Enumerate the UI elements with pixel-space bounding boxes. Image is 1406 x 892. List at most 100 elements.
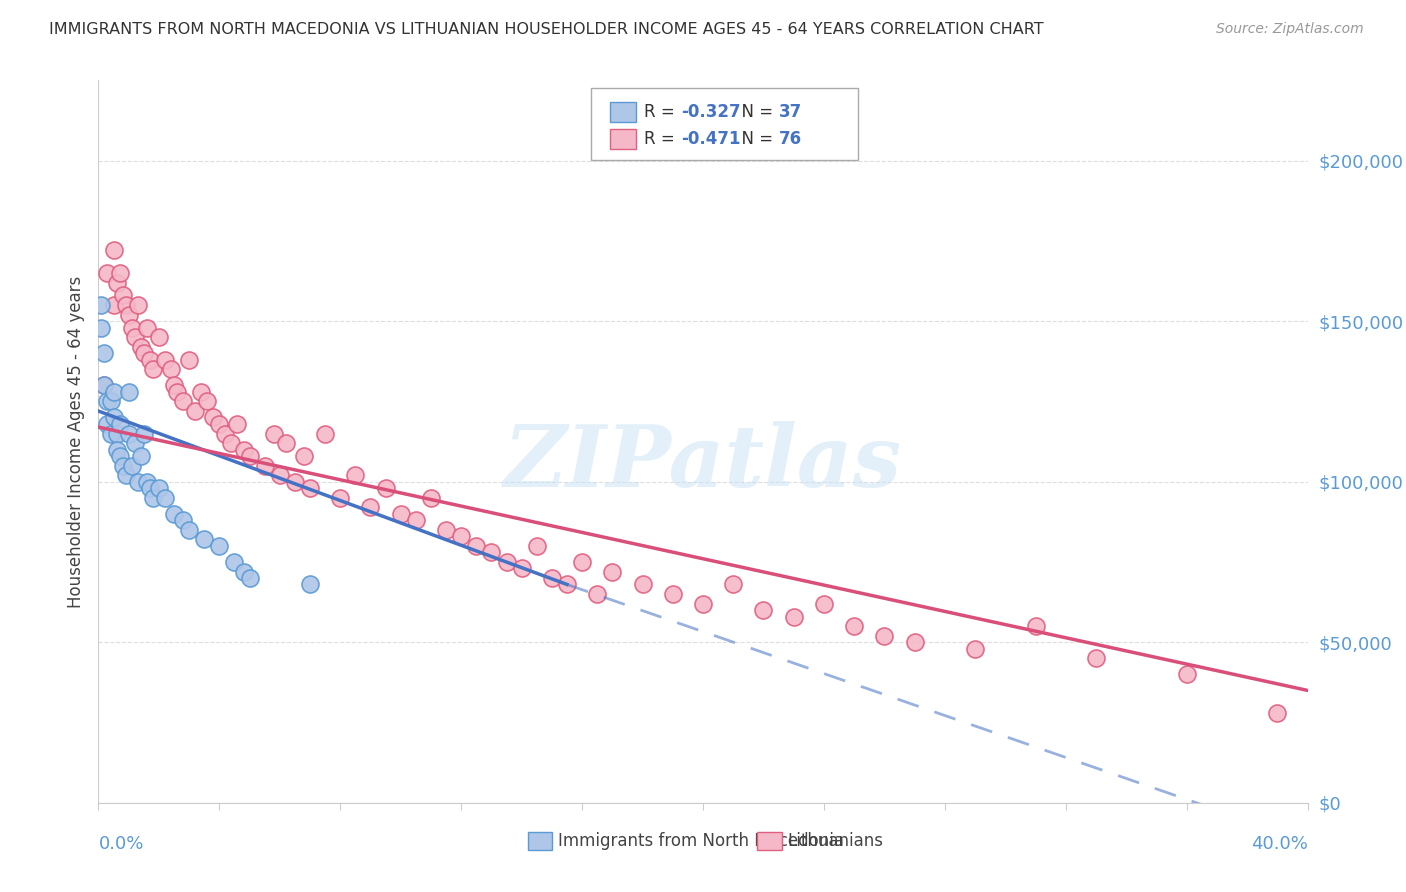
Point [118, 384, 141, 399]
Point [124, 436, 146, 450]
Point [139, 352, 162, 367]
Point [405, 513, 427, 527]
Point [108, 417, 131, 431]
Point [465, 539, 488, 553]
Point [1267, 706, 1289, 720]
Point [263, 426, 285, 441]
Text: -0.471: -0.471 [682, 130, 741, 148]
Bar [610, 129, 637, 150]
Point [96, 394, 118, 409]
Point [904, 635, 927, 649]
Point [586, 587, 609, 601]
Bar [527, 831, 553, 850]
Point [208, 539, 231, 553]
Point [103, 384, 125, 399]
Point [132, 346, 155, 360]
Point [1085, 651, 1108, 665]
Point [96, 417, 118, 431]
Point [121, 320, 143, 334]
Point [103, 298, 125, 312]
Point [172, 513, 194, 527]
Point [540, 571, 562, 585]
Point [93, 378, 115, 392]
Point [844, 619, 866, 633]
Point [226, 417, 249, 431]
Point [114, 468, 136, 483]
Text: 37: 37 [779, 103, 803, 120]
Text: R =: R = [644, 103, 679, 120]
Point [111, 288, 134, 302]
Point [132, 426, 155, 441]
FancyBboxPatch shape [591, 87, 858, 161]
Point [166, 384, 188, 399]
Point [631, 577, 654, 591]
Point [93, 378, 115, 392]
Point [344, 468, 367, 483]
Point [90, 298, 112, 312]
Point [142, 362, 165, 376]
Point [100, 394, 122, 409]
Point [239, 449, 262, 463]
Point [96, 266, 118, 280]
Point [450, 529, 472, 543]
Point [221, 436, 243, 450]
Point [163, 507, 186, 521]
Text: Source: ZipAtlas.com: Source: ZipAtlas.com [1216, 22, 1364, 37]
Point [179, 523, 201, 537]
Point [172, 394, 194, 409]
Point [208, 417, 231, 431]
Point [571, 555, 593, 569]
Point [232, 565, 254, 579]
Point [1024, 619, 1046, 633]
Point [239, 571, 262, 585]
Point [193, 533, 215, 547]
Point [202, 410, 225, 425]
Point [105, 426, 128, 441]
Point [389, 507, 412, 521]
Point [124, 330, 146, 344]
Point [135, 475, 157, 489]
Point [214, 426, 236, 441]
Point [299, 481, 322, 495]
Point [292, 449, 315, 463]
Point [103, 244, 125, 258]
Point [224, 555, 246, 569]
Text: -0.327: -0.327 [682, 103, 741, 120]
Point [93, 346, 115, 360]
Point [114, 298, 136, 312]
Text: R =: R = [644, 130, 679, 148]
Point [495, 555, 517, 569]
Point [269, 468, 291, 483]
Point [103, 410, 125, 425]
Point [142, 491, 165, 505]
Point [129, 340, 152, 354]
Point [420, 491, 443, 505]
Point [153, 491, 176, 505]
Point [314, 426, 336, 441]
Point [1175, 667, 1198, 681]
Point [163, 378, 186, 392]
Point [555, 577, 578, 591]
Point [105, 442, 128, 457]
Point [148, 330, 170, 344]
Point [90, 320, 112, 334]
Point [108, 266, 131, 280]
Point [118, 308, 141, 322]
Point [873, 629, 896, 643]
Bar [758, 831, 782, 850]
Point [100, 426, 122, 441]
Point [184, 404, 207, 418]
Point [434, 523, 457, 537]
Point [160, 362, 183, 376]
Text: Lithuanians: Lithuanians [787, 832, 883, 850]
Point [783, 609, 806, 624]
Point [813, 597, 835, 611]
Point [602, 565, 624, 579]
Text: 0.0%: 0.0% [98, 835, 143, 854]
Point [374, 481, 396, 495]
Text: ZIPatlas: ZIPatlas [503, 421, 903, 505]
Point [661, 587, 683, 601]
Point [752, 603, 775, 617]
Point [148, 481, 170, 495]
Point [153, 352, 176, 367]
